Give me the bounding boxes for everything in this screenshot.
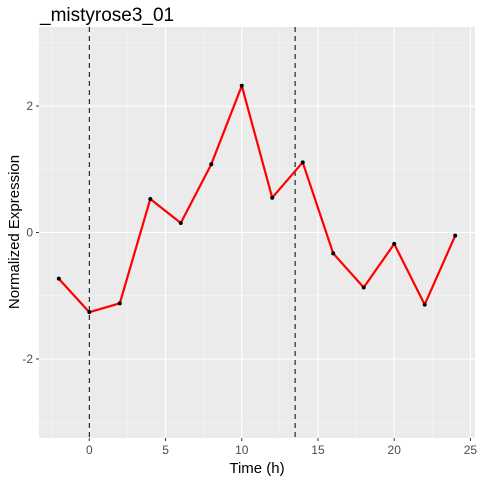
data-point	[423, 303, 427, 307]
y-tick-label: -2	[22, 352, 33, 366]
data-point	[148, 197, 152, 201]
x-axis-title: Time (h)	[229, 460, 284, 477]
x-tick-label: 5	[162, 443, 169, 457]
chart-title: _mistyrose3_01	[39, 5, 174, 26]
data-point	[301, 160, 305, 164]
x-tick-label: 20	[388, 443, 402, 457]
y-tick-label: 0	[26, 226, 33, 240]
data-point	[240, 84, 244, 88]
y-axis: -2 0 2	[22, 99, 39, 366]
y-axis-title: Normalized Expression	[6, 155, 23, 309]
data-point	[270, 196, 274, 200]
y-tick-label: 2	[26, 99, 33, 113]
data-point	[87, 310, 91, 314]
data-point	[179, 221, 183, 225]
data-point	[118, 301, 122, 305]
data-point	[209, 162, 213, 166]
x-tick-label: 10	[235, 443, 249, 457]
data-point	[57, 277, 61, 281]
data-point	[331, 251, 335, 255]
data-point	[392, 242, 396, 246]
data-point	[362, 286, 366, 290]
x-tick-label: 15	[311, 443, 325, 457]
data-point	[453, 234, 457, 238]
x-axis: 0 5 10 15 20 25	[86, 438, 477, 457]
x-tick-label: 0	[86, 443, 93, 457]
x-tick-label: 25	[464, 443, 478, 457]
